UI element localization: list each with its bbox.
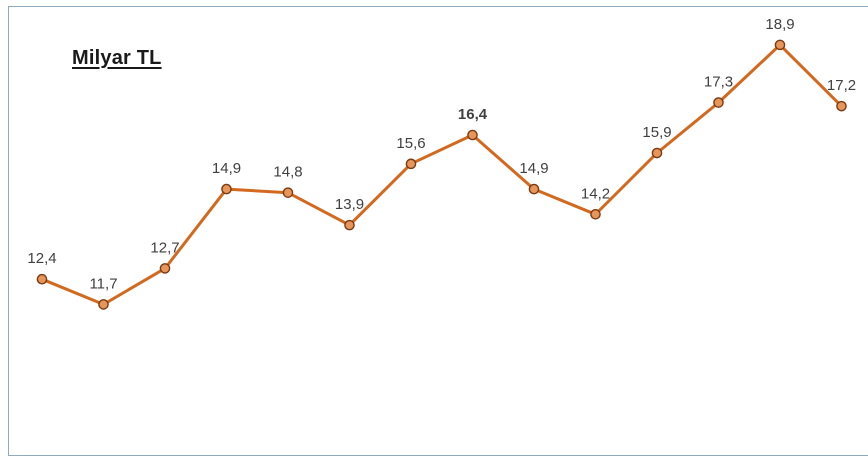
- data-label: 18,9: [765, 16, 794, 33]
- data-point: [528, 183, 540, 195]
- data-label: 12,4: [27, 250, 56, 267]
- data-label: 12,7: [150, 239, 179, 256]
- data-label: 14,9: [519, 160, 548, 177]
- data-point: [713, 97, 724, 108]
- data-point: [98, 299, 109, 310]
- data-point: [159, 263, 171, 274]
- data-label: 14,9: [212, 160, 241, 177]
- data-point: [774, 39, 786, 51]
- data-point: [344, 219, 355, 231]
- data-point: [836, 100, 847, 112]
- series-line: [40, 43, 843, 306]
- chart-frame: [8, 6, 868, 456]
- data-point: [282, 187, 294, 198]
- data-point: [221, 183, 232, 195]
- data-label: 17,2: [827, 77, 856, 94]
- data-point: [467, 129, 478, 141]
- data-point: [405, 158, 417, 170]
- data-point: [590, 209, 601, 220]
- data-label: 14,8: [273, 164, 302, 181]
- data-point: [651, 147, 663, 159]
- data-label: 15,6: [396, 135, 425, 152]
- data-label: 14,2: [581, 185, 610, 202]
- chart-unit-label: Milyar TL: [72, 47, 162, 69]
- data-label: 13,9: [335, 196, 364, 213]
- data-label: 11,7: [89, 275, 117, 292]
- data-label: 17,3: [704, 74, 733, 91]
- line-chart: 12,4 11,7 12,7 14,9 14,8 13,9 15,6 16,4 14,9 14,2…: [27, 16, 856, 310]
- data-label: 15,9: [642, 124, 671, 141]
- data-label: 16,4: [458, 106, 488, 123]
- data-point: [36, 273, 48, 285]
